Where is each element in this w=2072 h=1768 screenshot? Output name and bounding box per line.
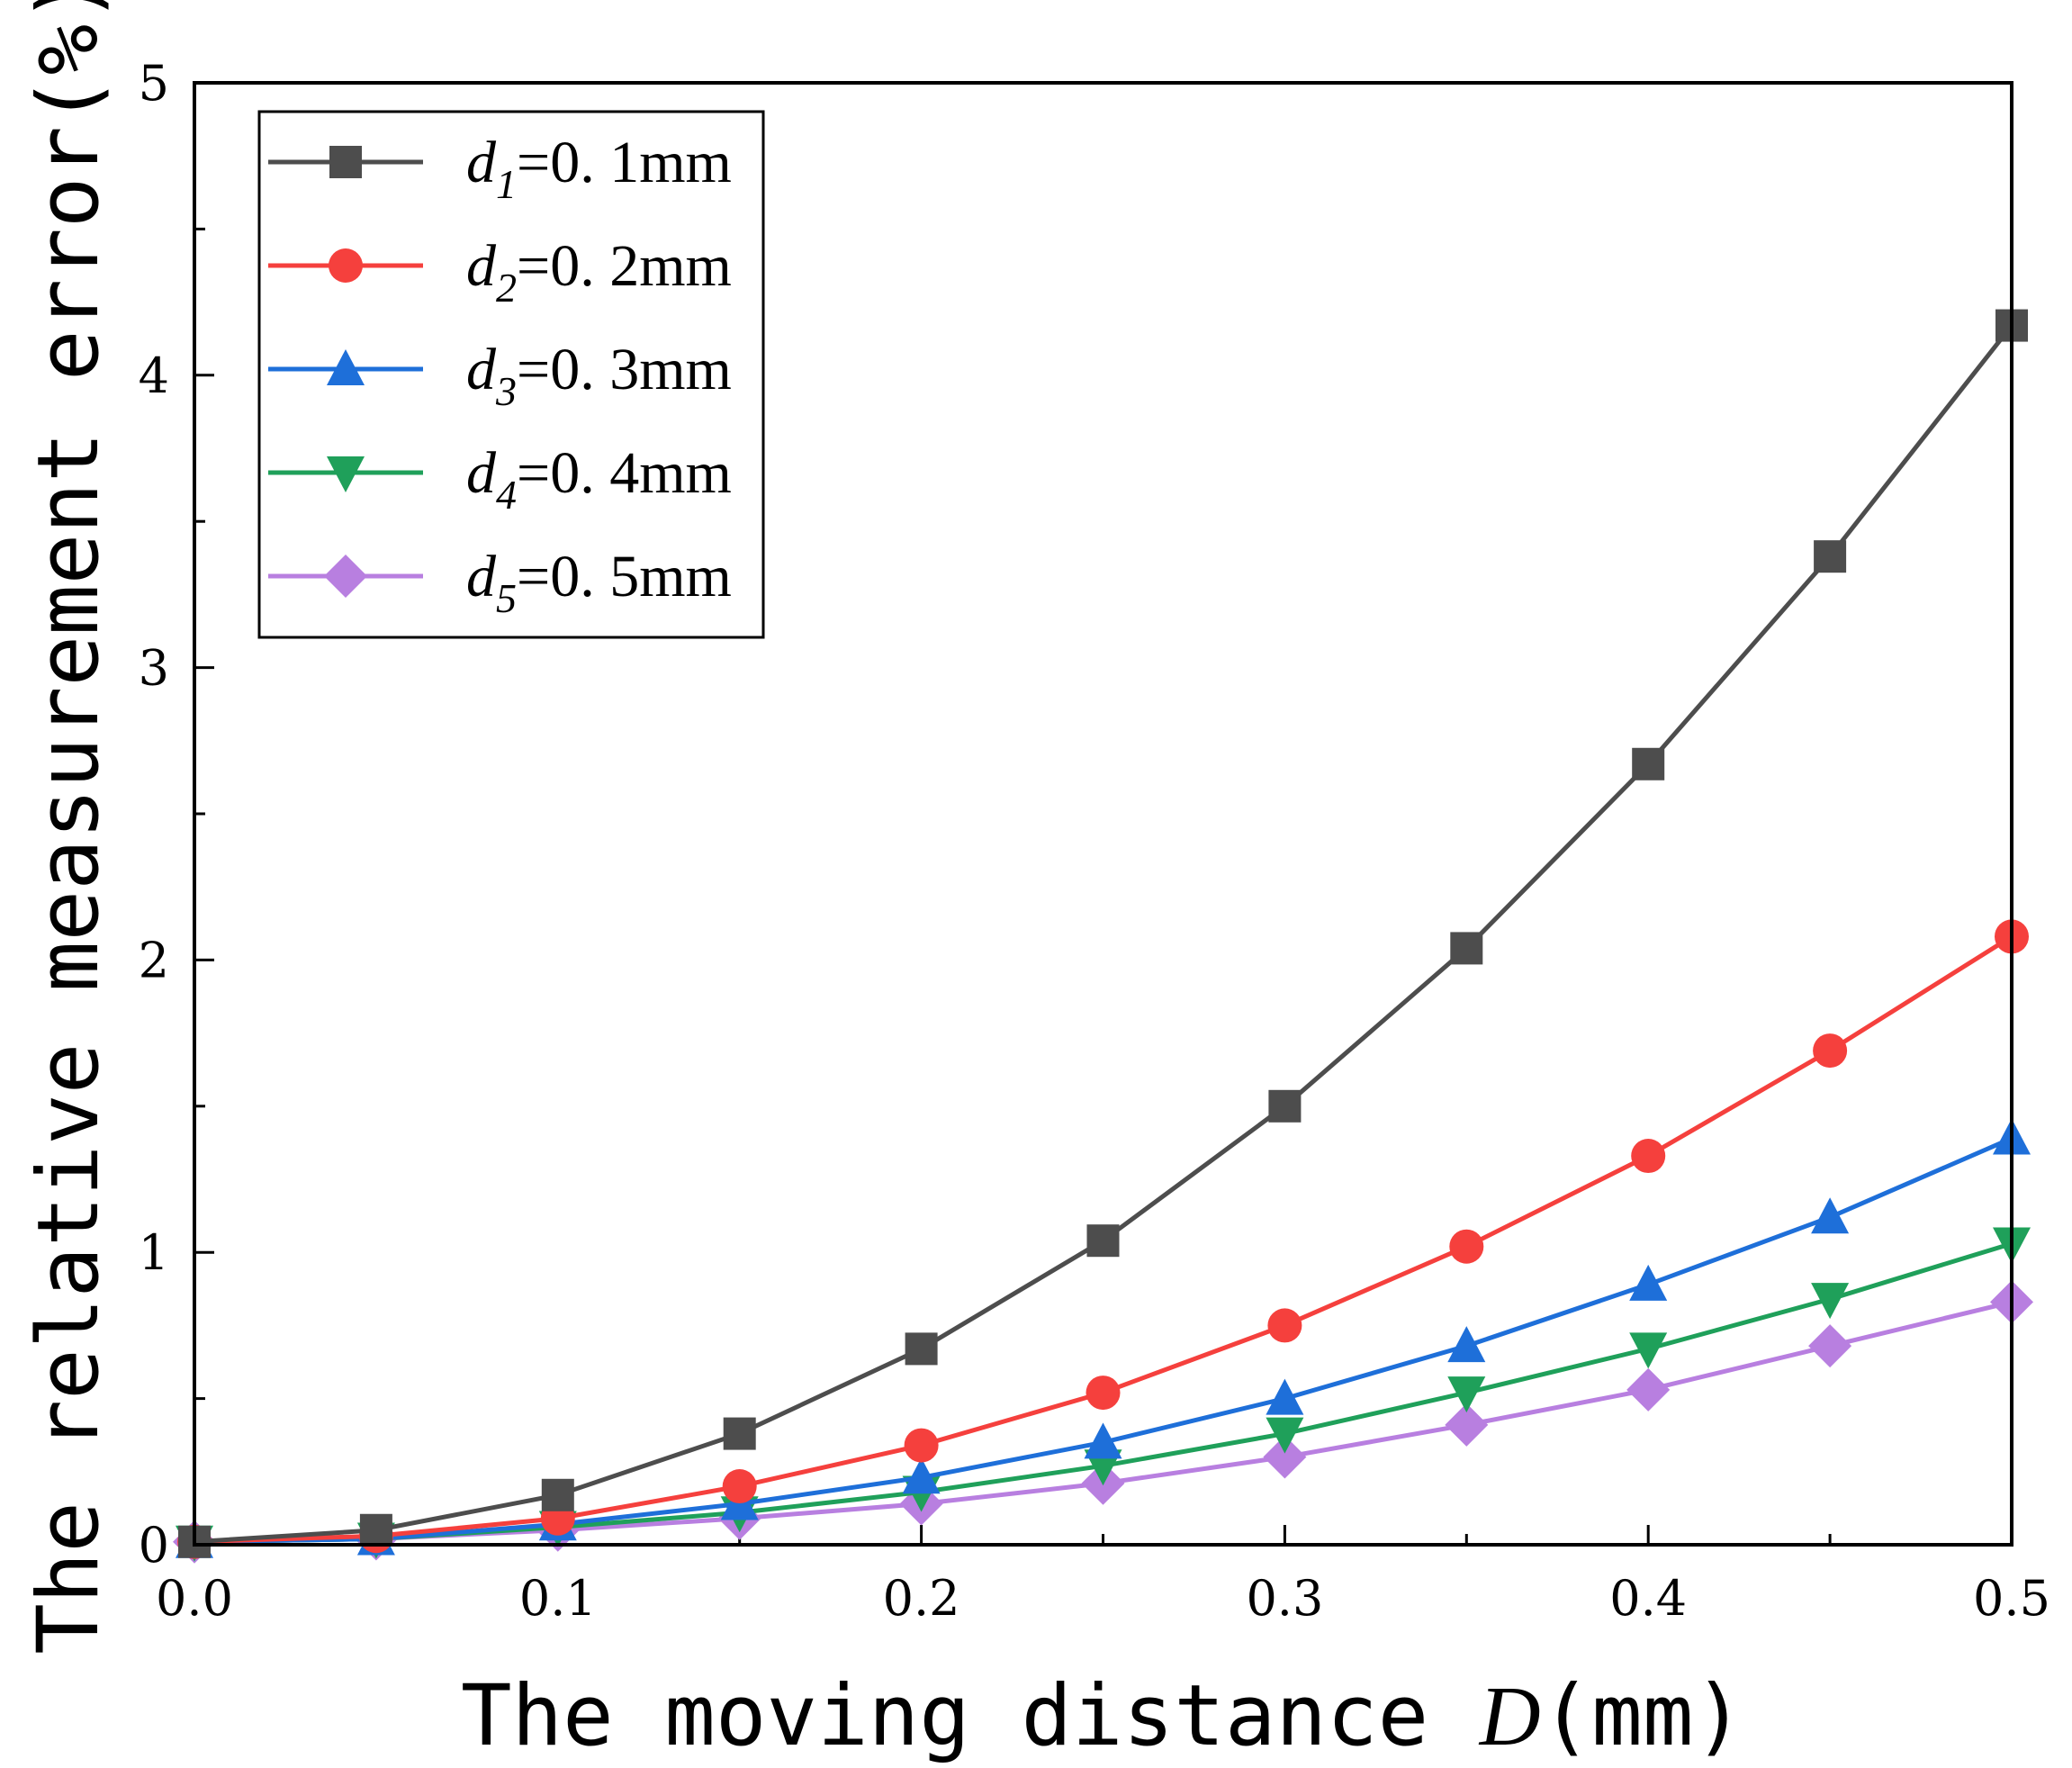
triangle-up-marker — [1266, 1378, 1304, 1415]
legend-label: d2=0. 2mm — [466, 233, 732, 311]
diamond-marker — [1626, 1367, 1671, 1412]
x-tick-label: 0.3 — [1246, 1570, 1323, 1627]
square-marker — [541, 1478, 574, 1511]
series-d5 — [173, 1280, 2033, 1564]
circle-marker — [904, 1428, 939, 1463]
legend-label: d5=0. 5mm — [466, 544, 732, 621]
triangle-down-marker — [1447, 1376, 1486, 1413]
legend-item: d1=0. 1mm — [268, 130, 732, 207]
legend-item: d5=0. 5mm — [268, 544, 732, 621]
tick-labels: 0.0 0.1 0.2 0.3 0.4 0.5 0 1 2 3 4 5 — [139, 55, 2050, 1627]
legend-label: d3=0. 3mm — [466, 337, 732, 414]
y-tick-label: 2 — [139, 932, 169, 988]
square-marker — [1814, 540, 1847, 573]
y-tick-label: 1 — [139, 1224, 169, 1281]
y-tick-label: 3 — [139, 640, 169, 697]
square-marker — [1632, 747, 1665, 780]
x-tick-label: 0.2 — [883, 1570, 960, 1627]
legend-item: d4=0. 4mm — [268, 440, 732, 518]
triangle-up-marker — [1084, 1422, 1122, 1459]
circle-marker — [722, 1469, 757, 1504]
circle-marker — [1267, 1308, 1302, 1343]
y-tick-label: 4 — [139, 347, 169, 404]
x-tick-label: 0.1 — [519, 1570, 597, 1627]
diamond-marker — [324, 555, 367, 598]
series-layer — [173, 309, 2033, 1564]
legend-label: d4=0. 4mm — [466, 440, 732, 518]
y-tick-label: 5 — [139, 55, 169, 112]
square-marker — [359, 1513, 392, 1547]
series-d1 — [178, 309, 2028, 1558]
square-marker — [905, 1332, 938, 1366]
square-marker — [723, 1417, 756, 1450]
square-marker — [329, 146, 362, 178]
triangle-up-marker — [327, 349, 365, 385]
x-tick-label: 0.4 — [1609, 1570, 1687, 1627]
legend-item: d2=0. 2mm — [268, 233, 732, 311]
x-tick-label: 0.5 — [1973, 1570, 2050, 1627]
square-marker — [1450, 932, 1483, 965]
y-axis-title: The relative measurement error(%) — [20, 0, 118, 1655]
series-line — [194, 1299, 2013, 1545]
triangle-down-marker — [1811, 1283, 1850, 1320]
circle-marker — [329, 248, 363, 283]
diamond-marker — [1445, 1403, 1489, 1447]
circle-marker — [1631, 1139, 1666, 1174]
x-tick-label: 0.0 — [156, 1570, 233, 1627]
y-tick-label: 0 — [139, 1517, 169, 1574]
triangle-up-marker — [902, 1457, 941, 1494]
circle-marker — [1813, 1033, 1848, 1069]
x-axis-title: The moving distance D(mm) — [461, 1667, 1744, 1765]
triangle-down-marker — [1266, 1417, 1304, 1454]
triangle-down-marker — [327, 456, 365, 492]
legend-label: d1=0. 1mm — [466, 130, 732, 207]
triangle-up-marker — [1811, 1197, 1850, 1234]
legend: d1=0. 1mm d2=0. 2mm d3=0. 3mm d4=0. 4mm d5=0… — [257, 110, 765, 639]
triangle-up-marker — [1447, 1326, 1486, 1363]
triangle-down-marker — [1629, 1332, 1668, 1369]
triangle-up-marker — [1629, 1264, 1668, 1301]
diamond-marker — [1263, 1435, 1307, 1479]
diamond-marker — [1808, 1324, 1852, 1368]
legend-item: d3=0. 3mm — [268, 337, 732, 414]
circle-marker — [1449, 1229, 1484, 1264]
circle-marker — [1086, 1376, 1121, 1411]
square-marker — [1268, 1089, 1302, 1123]
square-marker — [1086, 1224, 1120, 1258]
plot-frame — [193, 81, 2013, 1547]
